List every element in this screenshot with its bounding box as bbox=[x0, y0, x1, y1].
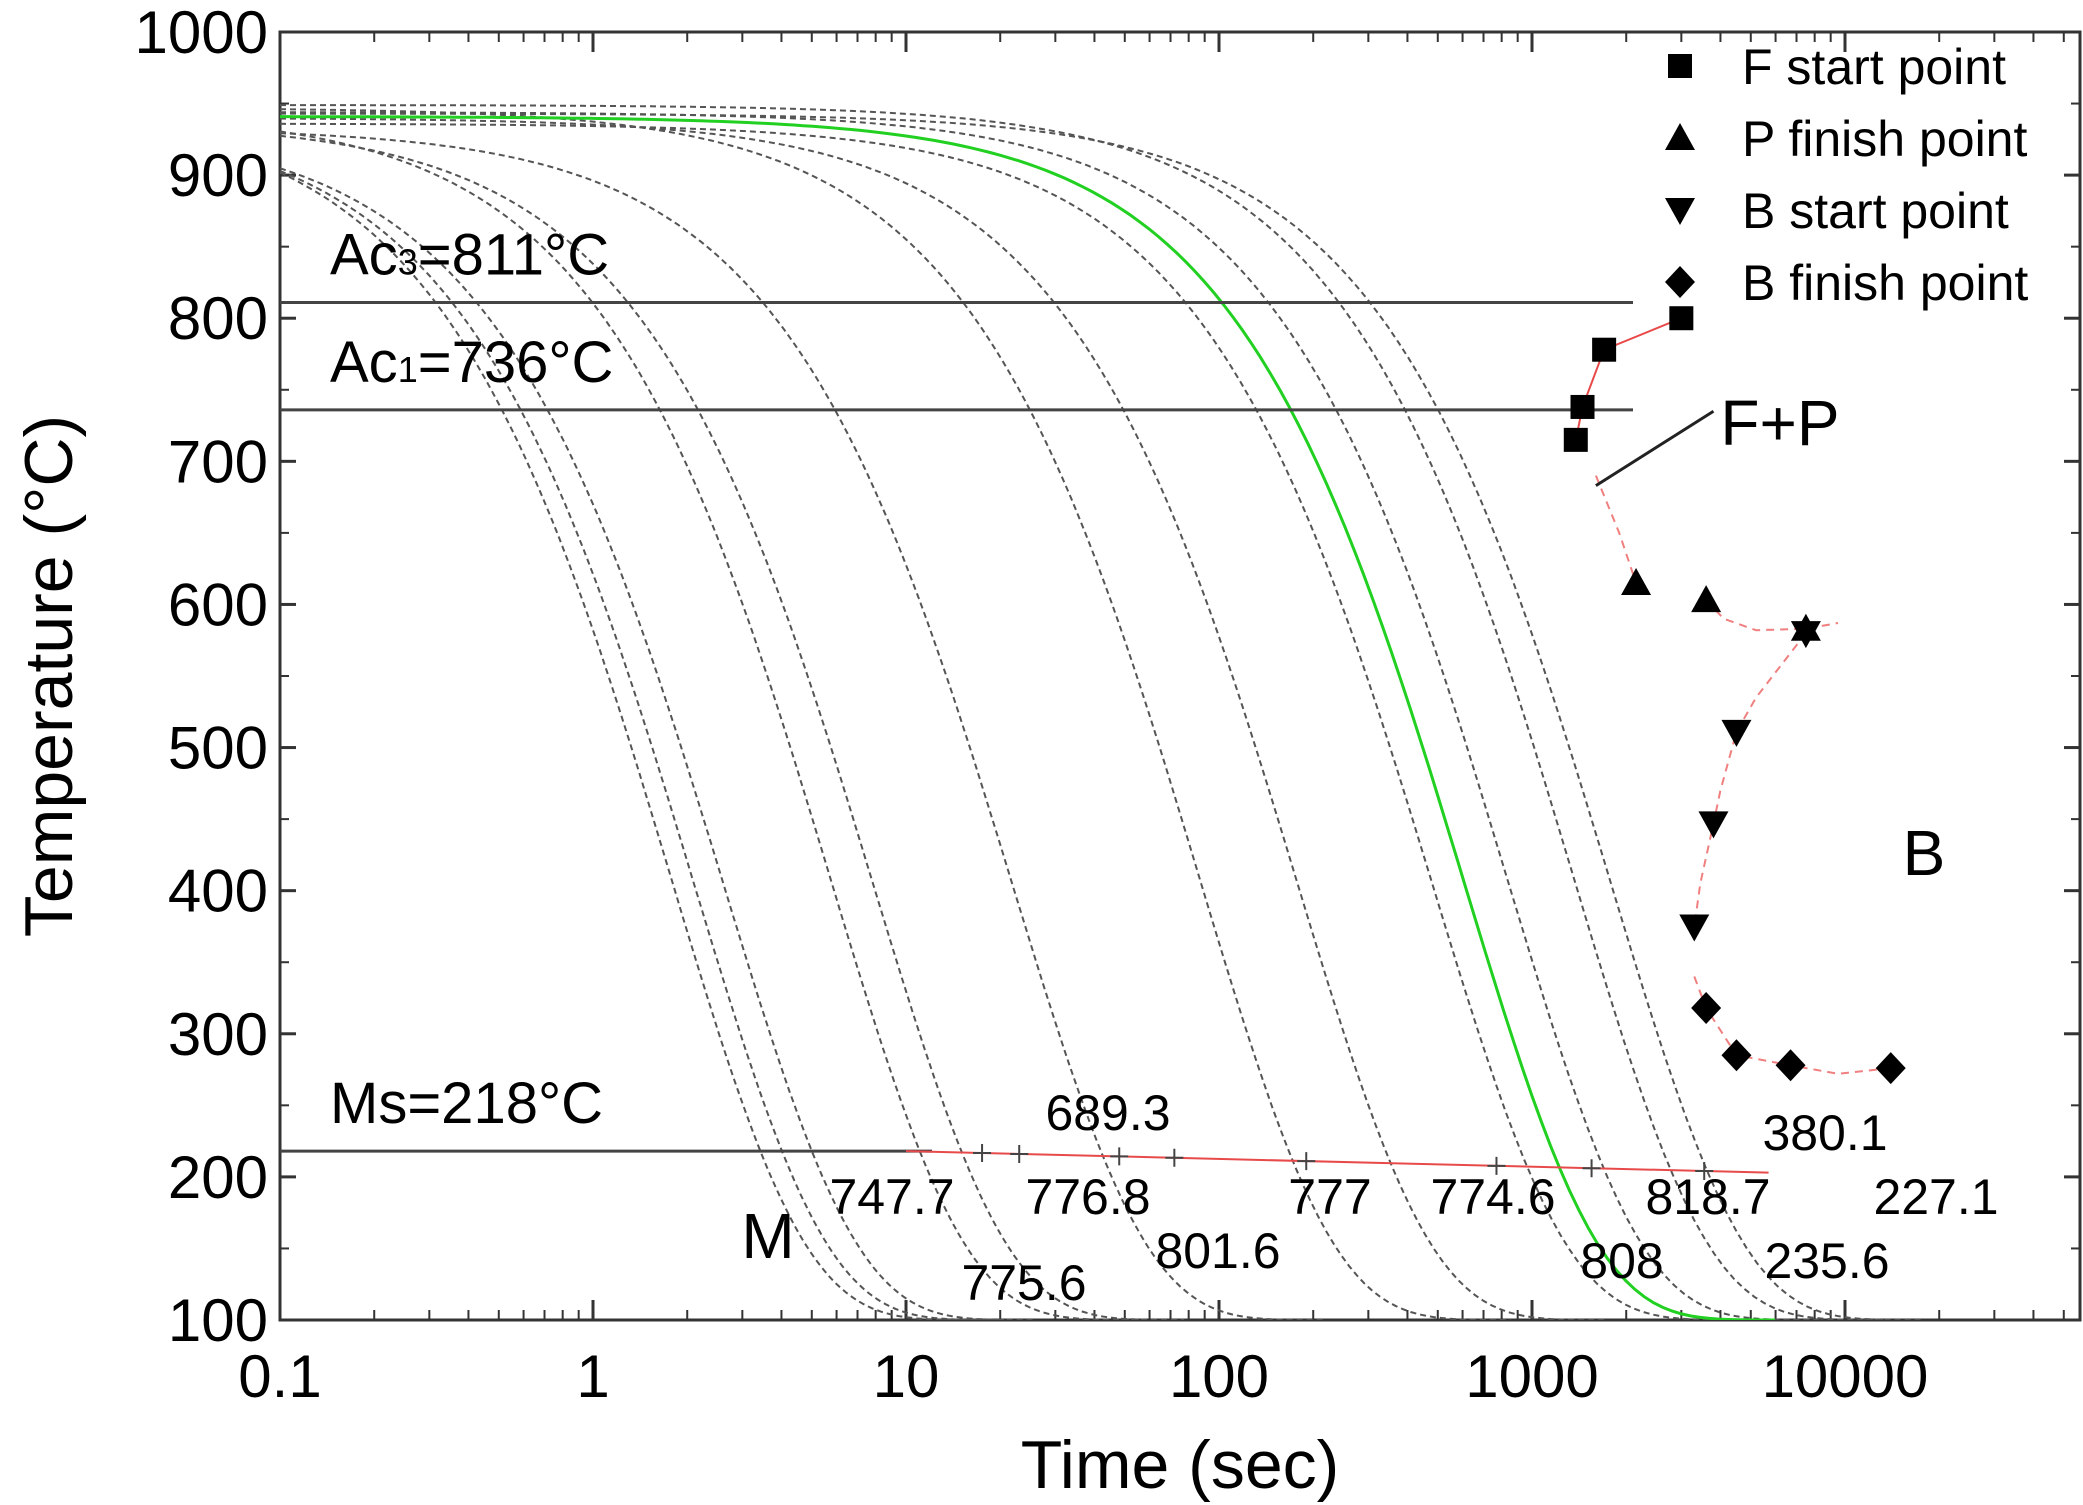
cooling-rate-label: 380.1 bbox=[1762, 1105, 1887, 1161]
ms-transformation-line bbox=[905, 1150, 1769, 1174]
y-tick-label: 200 bbox=[168, 1144, 268, 1211]
plot-area bbox=[278, 30, 2082, 1322]
p-finish-boundary-a bbox=[1594, 475, 1638, 584]
data-point-triangle-up bbox=[1691, 585, 1722, 613]
cooling-curve bbox=[280, 170, 1005, 1320]
cooling-curves bbox=[280, 104, 1922, 1320]
cooling-curve bbox=[280, 171, 983, 1320]
ms-cross-marker bbox=[1165, 1148, 1184, 1167]
cooling-rate-label: 801.6 bbox=[1155, 1223, 1280, 1279]
cooling-curve bbox=[280, 112, 1922, 1320]
reference-lines: Ac3=811°C Ac1=736°C Ms=218°C bbox=[280, 222, 1769, 1180]
data-point-square bbox=[1563, 427, 1588, 452]
axes: 100 200 300 400 500 600 700 800 900 1000 0.1 1 10 100… bbox=[11, 0, 2080, 1503]
cooling-rate-label: 235.6 bbox=[1764, 1233, 1889, 1289]
x-tick-label: 0.1 bbox=[238, 1343, 321, 1410]
x-axis-title: Time (sec) bbox=[1021, 1427, 1340, 1503]
ac3-label: Ac3=811°C bbox=[330, 222, 609, 287]
data-point-triangle-up bbox=[1621, 567, 1652, 595]
ms-label: Ms=218°C bbox=[330, 1071, 603, 1136]
x-tick-label: 100 bbox=[1169, 1343, 1269, 1410]
cooling-curve bbox=[280, 117, 1609, 1320]
region-label-b: B bbox=[1903, 817, 1946, 889]
data-point-triangle-down bbox=[1721, 719, 1752, 747]
data-point-triangle-down bbox=[1679, 914, 1710, 942]
ac1-label: Ac1=736°C bbox=[330, 330, 613, 395]
y-tick-label: 500 bbox=[168, 715, 268, 782]
x-tick-label: 1 bbox=[576, 1343, 609, 1410]
legend-label: F start point bbox=[1742, 39, 2006, 95]
x-tick-label: 10 bbox=[873, 1343, 940, 1410]
legend-label: P finish point bbox=[1742, 111, 2027, 167]
cooling-rate-label: 776.8 bbox=[1025, 1169, 1150, 1225]
cooling-rate-label: 775.6 bbox=[961, 1255, 1086, 1311]
f-p-leader-line bbox=[1595, 409, 1715, 487]
ms-cross-marker bbox=[1487, 1156, 1506, 1175]
f-start-boundary bbox=[1574, 317, 1682, 441]
region-label-f-p: F+P bbox=[1720, 387, 1839, 459]
y-tick-label: 100 bbox=[168, 1287, 268, 1354]
cooling-rate-label: 747.7 bbox=[829, 1169, 954, 1225]
legend-marker-triangle-up bbox=[1665, 123, 1695, 150]
data-point-square bbox=[1570, 394, 1595, 419]
y-tick-label: 1000 bbox=[135, 0, 268, 66]
y-tick-label: 700 bbox=[168, 428, 268, 495]
region-label-m: M bbox=[741, 1200, 794, 1272]
cooling-rate-label: 774.6 bbox=[1430, 1169, 1555, 1225]
cooling-curve bbox=[280, 130, 1142, 1320]
cooling-rate-label: 689.3 bbox=[1045, 1085, 1170, 1141]
p-finish-boundary-b bbox=[1705, 599, 1839, 632]
y-tick-label: 800 bbox=[168, 285, 268, 352]
data-point-triangle-down bbox=[1698, 811, 1729, 839]
legend-label: B finish point bbox=[1742, 255, 2028, 311]
x-tick-label: 10000 bbox=[1762, 1343, 1929, 1410]
cooling-curve bbox=[280, 111, 1819, 1320]
data-point-diamond bbox=[1875, 1052, 1906, 1085]
data-point-diamond bbox=[1691, 992, 1722, 1025]
data-point-diamond bbox=[1775, 1049, 1806, 1082]
data-point-diamond bbox=[1721, 1039, 1752, 1072]
ms-cross-marker bbox=[973, 1144, 992, 1163]
ms-cross-marker bbox=[1297, 1152, 1316, 1171]
data-point-square bbox=[1592, 337, 1617, 362]
legend-label: B start point bbox=[1742, 183, 2009, 239]
cooling-curve bbox=[280, 134, 1184, 1320]
y-tick-label: 900 bbox=[168, 142, 268, 209]
data-point-square bbox=[1669, 306, 1694, 331]
highlighted-cooling-curve bbox=[280, 115, 1775, 1320]
data-series bbox=[1563, 306, 1906, 1085]
cooling-rate-label: 227.1 bbox=[1873, 1169, 1998, 1225]
cooling-curve bbox=[280, 132, 1324, 1320]
legend-marker-diamond bbox=[1665, 266, 1695, 298]
ms-cross-marker bbox=[1110, 1147, 1129, 1166]
cooling-rate-label: 818.7 bbox=[1645, 1169, 1770, 1225]
legend: F start point P finish point B start point… bbox=[1665, 39, 2028, 311]
ms-cross-marker bbox=[1582, 1159, 1601, 1178]
cooling-rate-label: 808 bbox=[1580, 1233, 1663, 1289]
cooling-curve bbox=[280, 122, 1744, 1320]
cooling-curve bbox=[280, 167, 1035, 1320]
x-tick-label: 1000 bbox=[1465, 1343, 1598, 1410]
y-tick-label: 300 bbox=[168, 1001, 268, 1068]
legend-marker-square bbox=[1668, 54, 1692, 78]
cooling-rate-label: 777 bbox=[1288, 1169, 1371, 1225]
data-point-triangle-down bbox=[1790, 621, 1821, 649]
y-axis-title: Temperature (°C) bbox=[11, 415, 87, 937]
legend-marker-triangle-down bbox=[1665, 198, 1695, 225]
y-tick-label: 400 bbox=[168, 858, 268, 925]
ms-cross-marker bbox=[1695, 1161, 1714, 1180]
ms-cross-marker bbox=[1010, 1144, 1029, 1163]
y-tick-label: 600 bbox=[168, 571, 268, 638]
